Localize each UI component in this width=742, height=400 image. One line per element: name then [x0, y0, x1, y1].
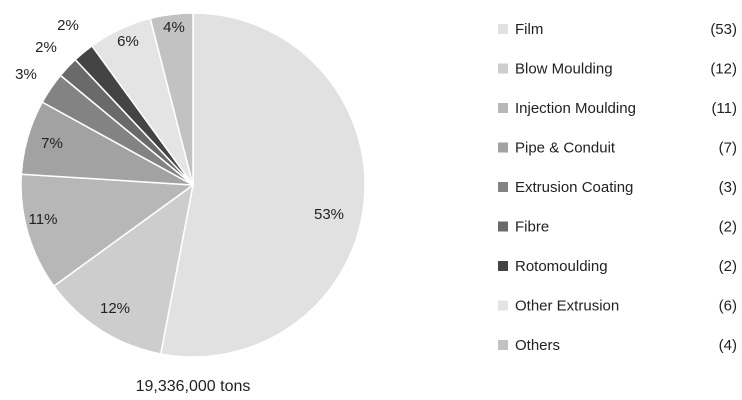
legend-label: Injection Moulding [515, 100, 636, 117]
pie-slice-1 [52, 183, 195, 355]
legend-swatch [498, 261, 508, 271]
pie-pct-label-1: 12% [100, 300, 130, 317]
legend-swatch [498, 340, 508, 350]
pie-pct-label-8: 4% [163, 19, 185, 36]
legend-value: (3) [719, 179, 737, 196]
legend-value: (2) [719, 258, 737, 275]
legend-swatch [498, 142, 508, 153]
legend-item: Fibre (2) [498, 219, 737, 236]
legend-label: Other Extrusion [515, 298, 619, 315]
legend-value: (11) [711, 100, 737, 117]
legend-value: (4) [719, 337, 737, 354]
pie-pct-label-5: 2% [35, 39, 57, 56]
legend-item: Extrusion Coating (3) [498, 179, 737, 196]
chart-caption: 19,336,000 tons [136, 378, 251, 395]
legend-value: (53) [710, 21, 737, 38]
legend-swatch [498, 182, 508, 192]
legend-value: (12) [710, 61, 737, 78]
legend-label: Rotomoulding [515, 258, 608, 275]
pie-percentage-labels: 53% 12% 11% 7% 3% 2%2% 6% 4% [15, 17, 344, 317]
legend-label: Fibre [515, 219, 549, 236]
legend: Film (53) Blow Moulding (12) Injection Mould… [498, 21, 737, 354]
legend-label: Others [515, 337, 560, 354]
legend-label: Pipe & Conduit [515, 140, 616, 157]
pie-pct-label-4: 3% [15, 66, 37, 83]
legend-value: (6) [719, 298, 737, 315]
pie-slices [20, 12, 366, 358]
legend-value: (2) [719, 219, 737, 236]
legend-item: Rotomoulding (2) [498, 258, 737, 275]
pie-pct-label-7: 6% [117, 33, 139, 50]
legend-value: (7) [719, 140, 737, 157]
legend-item: Others (4) [498, 337, 737, 354]
pie-slice-2 [20, 173, 196, 288]
pie-slice-0 [159, 12, 366, 358]
legend-swatch [498, 300, 508, 311]
pie-slice-8 [149, 12, 194, 186]
legend-swatch [498, 24, 508, 34]
legend-label: Film [515, 21, 543, 38]
pie-pct-label-0: 53% [314, 206, 344, 223]
pie-pct-label-6: 2% [57, 17, 79, 34]
legend-item: Pipe & Conduit (7) [498, 140, 737, 157]
legend-item: Injection Moulding (11) [498, 100, 737, 117]
legend-swatch [498, 63, 508, 74]
legend-label: Blow Moulding [515, 61, 613, 78]
legend-item: Film (53) [498, 21, 737, 38]
legend-label: Extrusion Coating [515, 179, 633, 196]
pie-pct-label-2: 11% [29, 211, 58, 228]
legend-swatch [498, 103, 508, 113]
legend-item: Other Extrusion (6) [498, 298, 737, 315]
pie-pct-label-3: 7% [41, 135, 63, 152]
legend-swatch [498, 221, 508, 232]
legend-item: Blow Moulding (12) [498, 61, 737, 78]
